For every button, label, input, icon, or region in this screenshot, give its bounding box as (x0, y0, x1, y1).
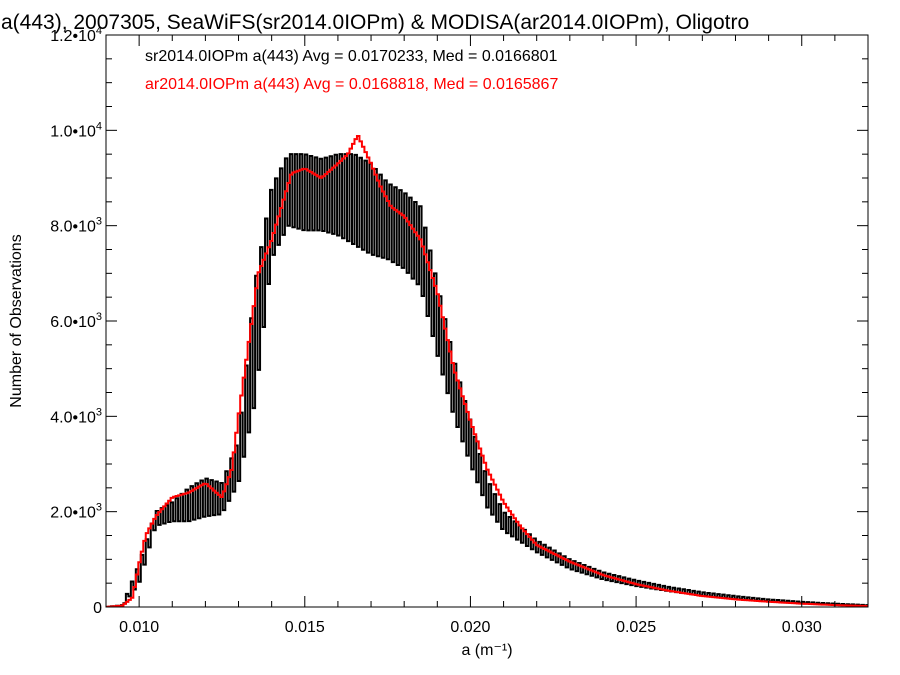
y-tick-label: 2.0•103 (50, 502, 102, 522)
plot-frame (105, 34, 869, 608)
y-tick-label: 1.2•104 (50, 25, 102, 45)
y-tick-label: 6.0•103 (50, 311, 102, 331)
y-tick-label: 8.0•103 (50, 216, 102, 236)
legend-entry-sr2014: sr2014.0IOPm a(443) Avg = 0.0170233, Med… (145, 48, 558, 65)
x-tick-label: 0.015 (285, 619, 325, 636)
y-tick-label: 0 (93, 600, 102, 617)
x-tick-label: 0.010 (119, 619, 159, 636)
chart-title: a(443), 2007305, SeaWiFS(sr2014.0IOPm) &… (1, 11, 749, 34)
x-tick-label: 0.025 (616, 619, 656, 636)
legend-entry-ar2014: ar2014.0IOPm a(443) Avg = 0.0168818, Med… (145, 76, 558, 93)
x-axis: 0.010 0.015 0.020 0.025 0.030 (105, 35, 869, 636)
y-tick-label: 4.0•103 (50, 406, 102, 426)
x-tick-label: 0.030 (782, 619, 822, 636)
plot-area (106, 134, 868, 607)
y-axis: 0 2.0•103 4.0•103 6.0•103 8.0•103 1.0•104 1.2•… (50, 25, 868, 617)
series-line-ar2014.0IOPm (106, 134, 868, 607)
y-axis-label: Number of Observations (8, 234, 25, 407)
series-line-sr2014.0IOPm (106, 153, 868, 607)
y-tick-label: 1.0•104 (50, 120, 102, 140)
x-tick-label: 0.020 (450, 619, 490, 636)
x-axis-label: a (m⁻¹) (461, 642, 512, 659)
